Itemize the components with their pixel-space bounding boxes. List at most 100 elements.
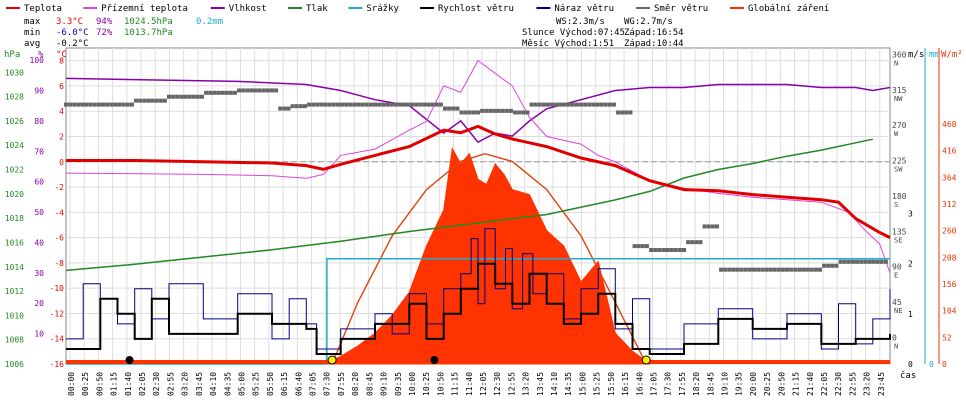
stat-min-label: min (24, 28, 40, 38)
wind-dir-mark (373, 102, 377, 107)
wind-dir-mark (434, 102, 439, 107)
wind-dir-mark (96, 102, 101, 107)
wind-dir-mark (154, 98, 159, 103)
tick-x-52: 21:40 (806, 372, 815, 396)
wind-dir-mark (418, 102, 423, 107)
wind-dir-mark (772, 267, 777, 272)
tick-x-14: 05:50 (266, 372, 275, 396)
wind-dir-mark (566, 102, 571, 107)
wind-dir-mark (430, 102, 435, 107)
wind-dir-mark (393, 102, 398, 107)
wind-dir-mark (92, 102, 97, 107)
tick-dir-label-7: NW (894, 95, 903, 103)
tick-x-27: 11:15 (451, 372, 460, 396)
tick-hpa-9: 1024 (5, 141, 24, 150)
wind-dir-mark (850, 259, 855, 264)
wind-dir-mark (121, 102, 126, 107)
wind-dir-mark (826, 263, 831, 268)
wind-dir-mark (855, 259, 860, 264)
wind-dir-mark (414, 102, 419, 107)
axis-unit-hpa: hPa (4, 50, 20, 60)
wind-dir-mark (158, 98, 163, 103)
wind-dir-mark (129, 102, 134, 107)
wind-dir-mark (632, 244, 637, 249)
tick-x-51: 21:15 (792, 372, 801, 396)
wind-dir-mark (113, 102, 118, 107)
wind-dir-mark (134, 98, 139, 103)
night-bar (66, 360, 890, 364)
tick-hpa-5: 1016 (5, 238, 24, 247)
tick-x-33: 13:45 (536, 372, 545, 396)
tick-x-42: 17:30 (664, 372, 673, 396)
wind-dir-mark (84, 102, 89, 107)
wind-dir-mark (739, 267, 744, 272)
wind-dir-mark (657, 248, 662, 253)
tick-x-22: 09:10 (380, 372, 389, 396)
stat-mesic-zapad: Západ:10:44 (624, 39, 684, 49)
wind-dir-mark (508, 108, 513, 113)
wind-dir-mark (727, 267, 732, 272)
wind-dir-mark (241, 88, 246, 93)
series-humidity-line (65, 77, 891, 144)
moonrise-marker (125, 356, 134, 364)
tick-x-4: 01:40 (124, 372, 133, 396)
wind-dir-mark (496, 108, 501, 113)
tick-wm2-9: 468 (942, 120, 957, 129)
wind-dir-mark (801, 267, 806, 272)
wind-dir-mark (752, 267, 757, 272)
wind-dir-mark (546, 102, 551, 107)
tick-dir-label-6: W (894, 130, 899, 138)
wind-dir-mark (698, 240, 703, 245)
wind-dir-mark (611, 102, 616, 107)
wind-dir-mark (793, 267, 798, 272)
wind-dir-mark (80, 102, 85, 107)
wind-dir-mark (550, 102, 555, 107)
tick-ms-2: 2 (908, 260, 913, 269)
tick-x-55: 22:55 (848, 372, 857, 396)
tick-wm2-8: 416 (942, 147, 957, 156)
wind-dir-mark (529, 102, 534, 107)
wind-dir-mark (438, 102, 443, 107)
tick-dir-label-3: SE (894, 236, 902, 244)
tick-hpa-11: 1028 (5, 93, 24, 102)
wind-dir-mark (644, 244, 649, 249)
wind-dir-mark (756, 267, 761, 272)
tick-hpa-8: 1022 (5, 166, 24, 175)
wind-dir-mark (719, 267, 724, 272)
wind-dir-mark (265, 88, 270, 93)
wind-dir-mark (682, 248, 686, 253)
wind-dir-mark (731, 267, 736, 272)
wind-dir-mark (249, 88, 254, 93)
wind-dir-mark (368, 102, 373, 107)
wind-dir-mark (167, 94, 171, 99)
wind-dir-mark (208, 90, 213, 95)
wind-dir-mark (385, 102, 390, 107)
wind-dir-mark (628, 110, 633, 115)
wind-dir-mark (311, 102, 316, 107)
wind-dir-mark (315, 102, 320, 107)
legend-label-7: Směr větru (654, 4, 708, 14)
tick-pct-1: 20 (34, 299, 44, 308)
wind-dir-mark (661, 248, 666, 253)
wind-dir-mark (195, 94, 200, 99)
stat-max-temp: 3.3°C (56, 17, 83, 27)
stat-min-hum: 72% (96, 28, 113, 38)
tick-dir-label-4: S (894, 201, 898, 209)
tick-x-5: 02:05 (138, 372, 147, 396)
wind-dir-mark (834, 263, 839, 268)
wind-dir-mark (261, 88, 266, 93)
wind-dir-mark (410, 102, 415, 107)
tick-x-47: 19:35 (735, 372, 744, 396)
tick-wm2-7: 364 (942, 173, 957, 182)
wind-dir-mark (401, 102, 406, 107)
wind-dir-mark (348, 102, 353, 107)
wind-dir-mark (859, 259, 864, 264)
series-global-radiation-area (323, 146, 652, 365)
tick-x-44: 18:20 (692, 372, 701, 396)
wind-dir-mark (179, 94, 184, 99)
tick-x-23: 09:35 (394, 372, 403, 396)
wind-dir-mark (562, 102, 567, 107)
wind-dir-mark (220, 90, 225, 95)
tick-x-15: 06:15 (280, 372, 289, 396)
